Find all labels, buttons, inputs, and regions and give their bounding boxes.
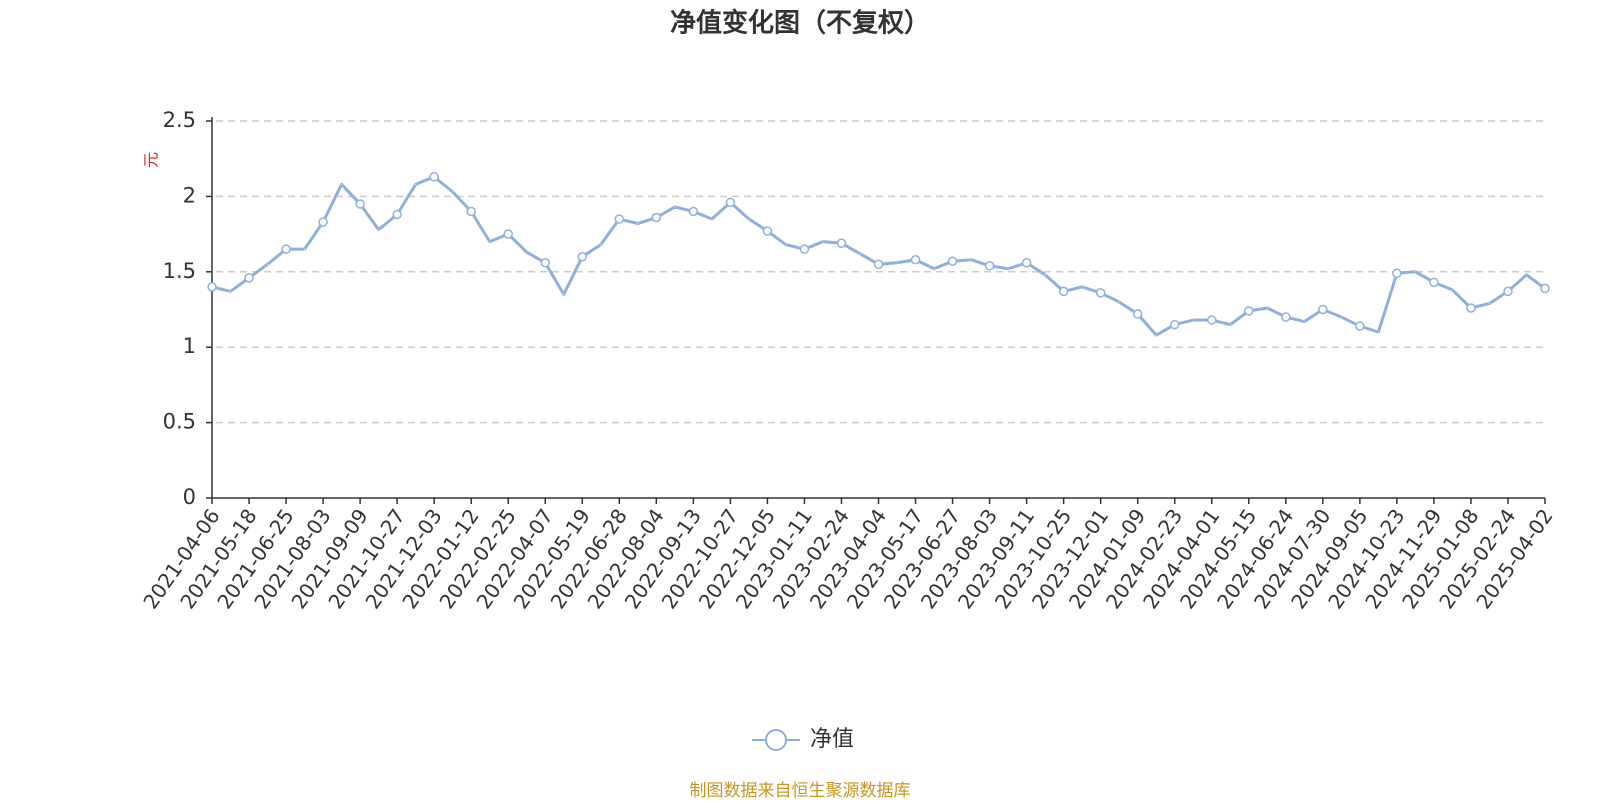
data-point [452,191,454,193]
data-point [503,229,513,239]
series-line [211,175,1546,337]
y-tick-label: 2 [183,183,196,207]
data-point [637,223,639,225]
data-point [429,172,439,182]
data-point [1081,286,1083,288]
data-point [355,199,365,209]
data-point [1229,324,1231,326]
data-point [563,293,565,295]
data-point [230,290,232,292]
data-point [1155,334,1157,336]
data-point [1340,316,1342,318]
data-point [540,258,550,268]
y-tick-label: 2.5 [163,108,196,132]
data-point [1488,302,1490,304]
data-point [267,263,269,265]
data-point [762,226,773,236]
data-point [614,214,625,224]
data-point [244,273,254,283]
data-point [341,183,343,185]
data-point [1525,274,1527,276]
data-point [1044,274,1046,276]
data-point [1169,319,1180,330]
data-point [688,206,699,217]
legend-label: 净值 [810,727,854,752]
data-point [651,212,662,223]
data-point [466,206,476,217]
data-point [378,229,380,231]
data-point [1429,277,1439,288]
data-point [1540,283,1550,294]
data-point [1466,303,1476,313]
data-point [970,259,972,261]
data-point [1021,258,1032,268]
data-point [318,217,328,227]
data-point [281,244,291,254]
data-point [1118,301,1120,303]
data-point [1392,268,1402,279]
data-point [207,282,217,292]
y-tick-label: 1.5 [163,259,196,283]
data-point [1414,271,1416,273]
data-point [674,206,676,208]
data-point [1355,321,1365,331]
data-point [1318,304,1328,315]
data-point [1303,321,1305,323]
y-axis-label: 元 [142,152,161,168]
data-point [933,268,935,270]
chart-title: 净值变化图（不复权） [670,8,930,39]
legend-marker [765,729,787,751]
data-point [859,253,861,255]
data-point [910,254,921,265]
data-point [577,251,588,262]
data-point [1095,288,1106,298]
data-point [1281,312,1291,322]
data-point [1244,306,1254,316]
data-point [711,218,713,220]
data-point [1192,319,1194,321]
data-point [489,241,491,243]
data-point [1132,309,1143,319]
data-point [304,248,306,250]
data-point [1451,289,1453,291]
data-point [822,241,824,243]
data-point [725,197,736,208]
source-note: 制图数据来自恒生聚源数据库 [690,781,911,800]
data-point [799,244,810,254]
data-point [1207,315,1217,325]
data-point [392,209,402,220]
data-point [415,183,417,185]
data-point [896,262,898,264]
data-point [947,256,958,266]
data-point [1266,307,1268,309]
data-point [1058,286,1069,297]
data-point [1007,268,1009,270]
data-point [873,259,884,270]
y-tick-label: 0 [183,485,196,509]
data-point [748,218,750,220]
data-point [526,251,528,253]
data-point [1503,286,1513,297]
data-point [836,238,847,248]
data-point [785,244,787,246]
y-tick-label: 1 [183,334,196,358]
data-point [600,244,602,246]
data-point [984,261,995,271]
y-tick-label: 0.5 [163,410,196,434]
data-point [1377,331,1379,333]
